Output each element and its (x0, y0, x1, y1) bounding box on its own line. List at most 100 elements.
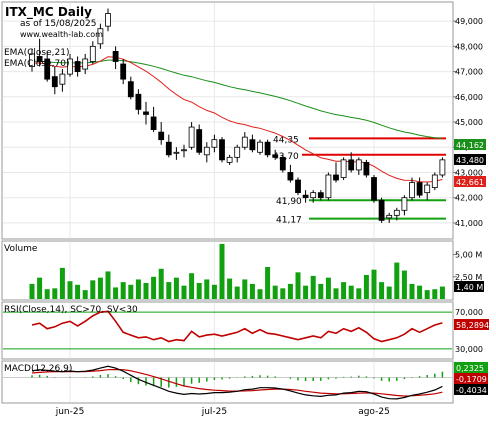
volume-bar (417, 285, 423, 299)
rsi-tick-label: 70,000 (455, 308, 483, 317)
macd-last-label: -0,4034 (456, 386, 487, 395)
volume-bar (439, 286, 445, 299)
volume-bar (113, 287, 119, 299)
volume-bar (29, 283, 35, 299)
volume-bar (128, 284, 134, 299)
volume-bar (341, 282, 347, 299)
candle-body (264, 141, 271, 156)
macd-line (31, 365, 443, 400)
volume-bar (303, 285, 309, 299)
candle-body (279, 156, 286, 171)
ema-lines (31, 56, 443, 183)
level-label: 41,90 (276, 197, 302, 207)
candle-body (181, 149, 187, 152)
volume-bar (67, 281, 73, 299)
volume-bar (105, 271, 111, 299)
level-label: 44,35 (273, 135, 299, 145)
macd-last-box (454, 362, 488, 373)
price-tick-label: 47,000 (455, 68, 483, 77)
candle-body (363, 161, 370, 176)
volume-bar (59, 267, 65, 299)
candle-body (82, 58, 89, 70)
macd-lines (31, 365, 444, 400)
candle-body (196, 129, 203, 153)
rsi-last-label: 58,2894 (456, 321, 489, 330)
candle-body (431, 174, 438, 189)
macd-title: MACD(12,26,9) (4, 364, 72, 374)
last-value-label: 42,661 (456, 178, 484, 187)
candle-body (158, 131, 165, 141)
volume-bar (280, 288, 286, 299)
volume-title: Volume (4, 244, 38, 254)
candle-body (241, 136, 248, 148)
candle-body (302, 194, 309, 199)
candle-body (165, 141, 172, 156)
volume-bar (158, 268, 164, 299)
volume-bar (37, 277, 43, 299)
level-label: 43,70 (273, 152, 299, 162)
candle-body (105, 13, 111, 27)
last-value-box (454, 139, 486, 150)
candle-body (424, 184, 431, 194)
price-tick-label: 48,000 (455, 42, 483, 51)
candle-body (150, 116, 157, 130)
volume-bar (272, 285, 278, 299)
volume-bar (227, 278, 233, 299)
volume-bar (333, 288, 339, 299)
volume-bar (287, 283, 293, 299)
ema21-line (31, 56, 443, 183)
volume-bar (356, 288, 362, 299)
candle-body (355, 159, 362, 171)
volume-bar (409, 283, 415, 299)
volume-bar (166, 282, 172, 299)
volume-bar (82, 290, 88, 299)
candle-body (287, 172, 294, 181)
volume-bar (219, 243, 225, 299)
volume-bar (143, 283, 149, 299)
last-value-box (454, 176, 486, 187)
volume-bar (379, 282, 385, 299)
volume-bar (265, 267, 271, 299)
candle-body (120, 63, 127, 80)
last-value-label: 43,480 (456, 156, 484, 165)
candle-body (439, 159, 446, 176)
candle-body (211, 139, 218, 148)
candle-body (29, 53, 35, 67)
macd-last-box (454, 384, 488, 395)
candle-body (89, 45, 96, 62)
candle-body (401, 197, 408, 211)
candle-body (173, 151, 180, 154)
volume-bar (90, 280, 96, 299)
candle-body (295, 179, 301, 194)
candle-body (219, 139, 225, 161)
x-tick-label: ago-25 (358, 407, 390, 417)
volume-bar (394, 262, 400, 299)
legend-ema70: EMA(Close,70) (4, 59, 69, 69)
last-value-label: 44,162 (456, 141, 484, 150)
volume-bar (295, 272, 301, 299)
volume-bar (318, 283, 324, 299)
candle-body (127, 81, 134, 98)
rsi-line (3, 310, 452, 350)
rsi-last-box (454, 319, 489, 330)
price-tick-label: 46,000 (455, 93, 483, 102)
price-tick-label: 41,000 (455, 219, 483, 228)
volume-bar (371, 269, 377, 299)
candle-body (74, 61, 81, 72)
macd-last-label: 0,2325 (456, 364, 484, 373)
candle-body (51, 76, 58, 88)
candle-body (272, 154, 279, 158)
rsi-tick-label: 30,000 (455, 345, 483, 354)
x-tick-label: jul-25 (201, 407, 227, 417)
volume-bar (44, 289, 50, 299)
candle-body (333, 174, 339, 181)
volume-bar (151, 276, 157, 299)
volume-bar (386, 286, 392, 299)
candle-body (226, 156, 233, 163)
candle-body (188, 126, 195, 148)
site-line: www.wealth-lab.com (20, 30, 103, 39)
candle-body (409, 182, 415, 199)
candle-body (234, 146, 241, 158)
